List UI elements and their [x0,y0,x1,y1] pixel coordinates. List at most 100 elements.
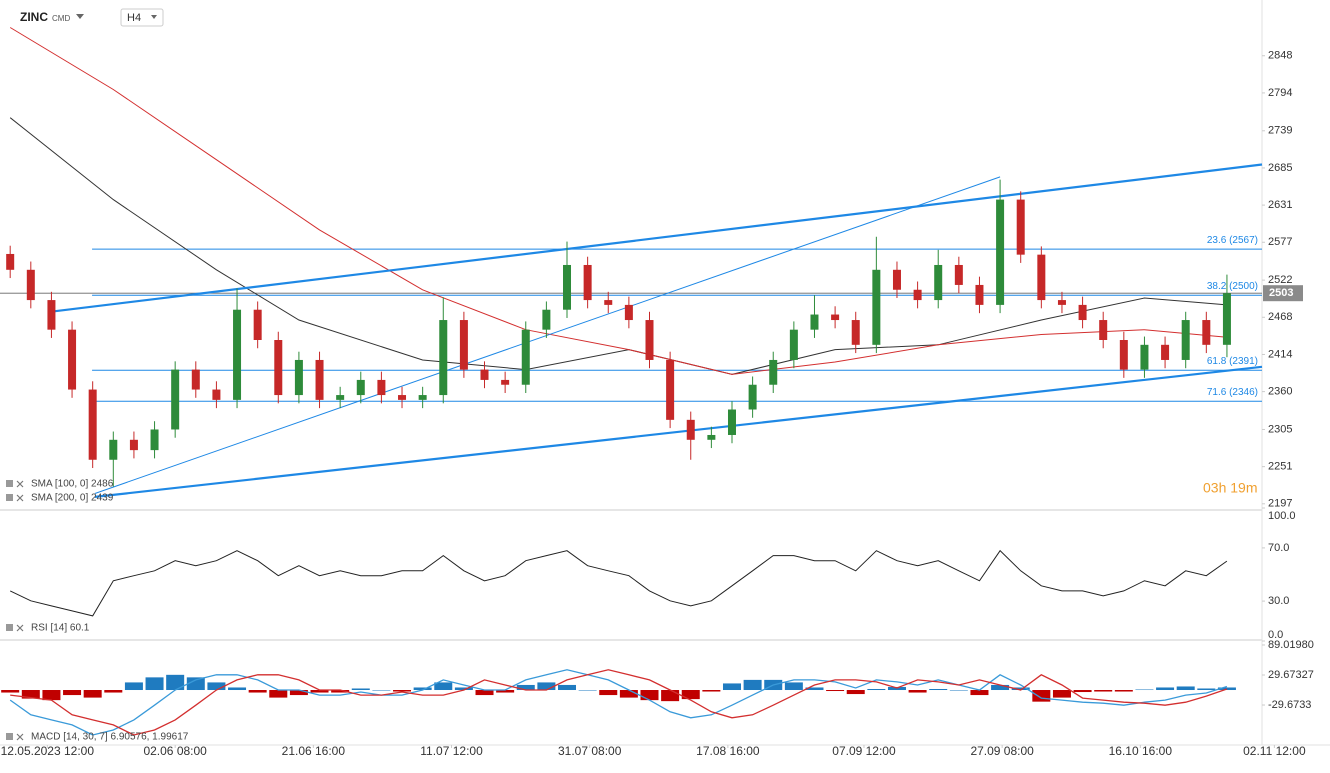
x-tick-label: 21.06 16:00 [282,744,346,758]
macd-histogram-bar [949,690,968,691]
candle-body [1140,344,1149,370]
candle-body [233,309,242,400]
candle-body [542,309,551,330]
candle-body [1202,320,1211,345]
symbol-dropdown[interactable] [76,14,84,19]
macd-histogram-bar [83,690,102,698]
candle-body [398,395,407,400]
macd-histogram-bar [805,687,824,691]
y-tick-label: 2848 [1268,50,1292,62]
macd-histogram-bar [310,690,329,693]
y-tick-label: 70.0 [1268,542,1289,554]
trend-line [94,365,1263,498]
legend-icon [6,480,13,487]
candle-body [6,253,15,270]
x-tick-label: 12.05.2023 12:00 [1,744,95,758]
candle-body [356,379,365,396]
y-tick-label: 2577 [1268,236,1292,248]
macd-histogram-bar [1032,690,1051,702]
interval-button[interactable] [120,8,164,27]
candle-body [315,359,324,400]
y-tick-label: 2794 [1268,87,1292,99]
sma-line [9,27,1227,375]
symbol-type: CMD [52,14,70,23]
candle-body [212,389,221,400]
macd-histogram-bar [1,690,20,693]
candle-body [26,269,35,301]
fib-label: 38.2 (2500) [1207,281,1258,292]
candle-body [624,304,633,321]
macd-histogram-bar [640,690,659,701]
signal-line [10,669,1228,736]
legend-entry: SMA [100, 0] 2486 [31,479,114,490]
macd-histogram-bar [743,679,762,691]
y-tick-label: 2251 [1268,461,1292,473]
macd-histogram-bar [991,684,1010,691]
symbol[interactable]: ZINC [20,10,48,24]
macd-histogram-bar [558,684,577,691]
candle-body [748,384,757,410]
candle-body [1161,344,1170,360]
macd-histogram-bar [145,677,164,691]
legend-close [16,494,24,502]
legend-icon [6,494,13,501]
y-tick-label: -29.6733 [1268,699,1311,711]
last-price-box [1263,285,1303,302]
macd-histogram-bar [393,690,412,692]
macd-histogram-bar [578,690,597,691]
y-tick-label: 2468 [1268,311,1292,323]
macd-histogram-bar [454,687,473,691]
legend-entry: SMA [200, 0] 2439 [31,493,114,504]
macd-histogram-bar [269,690,288,698]
macd-histogram-bar [681,690,700,700]
candle-body [727,409,736,435]
macd-histogram-bar [970,690,989,696]
candle-body [274,340,283,396]
candle-body [686,419,695,440]
candle-body [707,434,716,440]
candle-body [1037,254,1046,301]
interval[interactable]: H4 [127,12,141,24]
x-tick-label: 11.07 12:00 [420,744,483,758]
macd-histogram-bar [537,682,556,691]
trend-line [49,163,1263,313]
candle-body [996,199,1005,305]
candle-body [872,269,881,345]
candle-body [47,300,56,330]
candle-body [1099,320,1108,340]
macd-histogram-bar [1073,690,1092,693]
fib-label: 61.8 (2391) [1207,356,1258,367]
x-tick-label: 02.11 12:00 [1243,744,1306,758]
macd-histogram-bar [124,682,143,691]
countdown-timer: 03h 19m [1203,480,1257,496]
macd-histogram-bar [434,682,453,691]
macd-histogram-bar [289,690,308,696]
candle-body [666,359,675,420]
candle-body [1181,320,1190,360]
trend-line [94,176,1001,494]
y-tick-label: 30.0 [1268,595,1289,607]
candle-body [583,264,592,301]
interval-dropdown[interactable] [151,15,157,19]
candle-body [377,379,386,396]
macd-histogram-bar [207,682,226,691]
macd-histogram-bar [1217,687,1236,691]
x-tick-label: 16.10 16:00 [1109,744,1173,758]
y-tick-label: 89.01980 [1268,639,1314,651]
macd-histogram-bar [722,683,741,691]
y-tick-label: 29.67327 [1268,669,1314,681]
macd-histogram-bar [413,687,432,691]
x-tick-label: 07.09 12:00 [832,744,896,758]
candle-body [892,269,901,290]
indicator-label: RSI [14] 60.1 [31,623,90,634]
candle-body [150,429,159,451]
macd-histogram-bar [331,690,350,693]
candle-body [418,395,427,400]
macd-histogram-bar [908,690,927,693]
macd-histogram-bar [1052,690,1071,698]
macd-histogram-bar [1176,686,1195,691]
candle-body [769,359,778,385]
macd-histogram-bar [166,674,185,691]
macd-histogram-bar [826,690,845,692]
y-tick-label: 2685 [1268,162,1292,174]
